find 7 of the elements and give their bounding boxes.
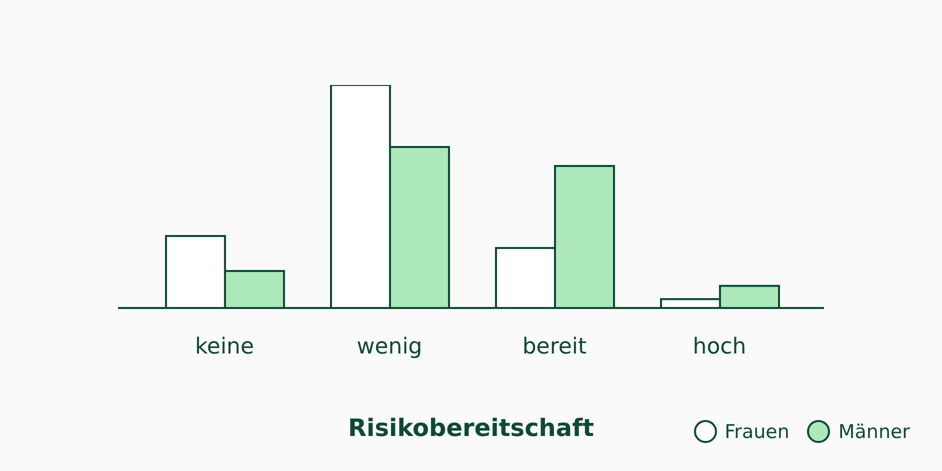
x-tick-label: wenig bbox=[356, 334, 422, 360]
legend-label: Männer bbox=[838, 420, 910, 442]
x-axis-title: Risikobereitschaft bbox=[348, 414, 594, 442]
x-tick-label: hoch bbox=[692, 334, 746, 360]
legend-label: Frauen bbox=[724, 420, 790, 442]
x-tick-label: bereit bbox=[522, 334, 588, 360]
x-tick-label: keine bbox=[194, 334, 254, 360]
